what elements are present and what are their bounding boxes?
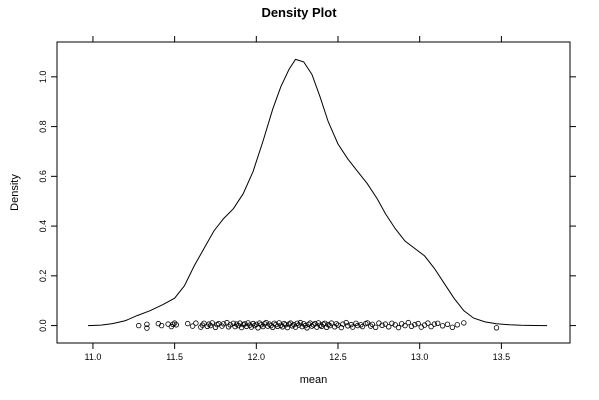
rug-point [199, 322, 206, 328]
x-tick-label: 11.0 [85, 352, 102, 362]
rug-point [238, 324, 245, 331]
rug-point [402, 322, 408, 329]
rug-point [454, 322, 460, 328]
x-tick-label: 13.5 [493, 352, 511, 362]
y-tick-label: 0.4 [38, 220, 48, 233]
rug-point [389, 320, 395, 326]
rug-point [415, 320, 421, 327]
rug-point [449, 324, 456, 330]
rug-point [184, 320, 191, 327]
rug-point [386, 324, 392, 330]
rug-point [258, 322, 264, 328]
rug-point [493, 325, 500, 331]
rug-point [431, 321, 438, 327]
x-tick-label: 11.5 [166, 352, 183, 362]
rug-point [220, 321, 227, 327]
rug-point [189, 323, 196, 329]
y-tick-label: 0.8 [38, 120, 48, 133]
rug-point [412, 321, 418, 328]
rug-point [289, 323, 295, 329]
rug-point [255, 325, 261, 331]
rug-point [364, 320, 371, 326]
rug-point [358, 322, 364, 328]
x-axis-label: mean [300, 374, 328, 386]
rug-points [135, 319, 500, 331]
rug-point [171, 320, 178, 326]
y-axis-label: Density [9, 174, 21, 211]
chart-title: Density Plot [261, 5, 337, 20]
rug-point [144, 321, 150, 327]
rug-point [345, 323, 351, 329]
rug-point [135, 322, 142, 329]
rug-point [173, 322, 179, 328]
rug-point [284, 324, 291, 331]
rug-point [444, 321, 451, 327]
rug-point [333, 321, 340, 327]
rug-point [323, 324, 330, 330]
rug-point [359, 323, 366, 330]
y-tick-label: 0.6 [38, 170, 48, 183]
rug-point [425, 320, 431, 326]
rug-point [461, 320, 467, 326]
x-tick-label: 13.0 [411, 352, 429, 362]
rug-point [209, 320, 215, 326]
y-tick-label: 0.2 [38, 270, 48, 283]
rug-point [439, 323, 446, 329]
rug-point [408, 323, 415, 329]
rug-point [405, 319, 411, 326]
rug-point [227, 322, 233, 328]
rug-point [368, 323, 374, 329]
plot-frame [56, 41, 571, 344]
rug-point [201, 320, 207, 326]
rug-point [206, 321, 212, 327]
rug-point [354, 322, 361, 329]
rug-point [283, 322, 289, 328]
rug-point [304, 325, 310, 331]
x-tick-label: 12.0 [248, 352, 266, 362]
rug-point [158, 322, 165, 329]
rug-point [382, 321, 389, 327]
rug-point [379, 322, 385, 328]
rug-point [170, 321, 176, 327]
rug-point [376, 320, 382, 326]
rug-point [350, 324, 356, 330]
rug-point [144, 325, 150, 331]
rug-point [287, 320, 294, 326]
density-curve [87, 58, 548, 327]
rug-point [233, 321, 240, 327]
rug-point [207, 322, 214, 329]
x-tick-label: 12.5 [329, 352, 347, 362]
rug-point [193, 320, 199, 326]
rug-point [338, 324, 344, 331]
rug-point [392, 322, 398, 328]
rug-point [332, 324, 338, 330]
rug-point [299, 323, 305, 330]
axis-ticks: 11.0 11.5 12.0 12.5 13.0 13.5 0.0 0.2 0.4 0.6 0.8 1… [38, 36, 576, 362]
rug-point [230, 320, 237, 326]
y-tick-label: 0.0 [38, 319, 48, 332]
rug-point [212, 324, 219, 330]
rug-point [294, 320, 300, 326]
rug-point [369, 321, 375, 327]
rug-point [372, 324, 379, 330]
rug-point [266, 321, 273, 327]
rug-point [243, 323, 250, 329]
rug-point [343, 319, 349, 326]
rug-point [395, 324, 402, 331]
rug-point [435, 320, 441, 326]
rug-point [340, 321, 346, 327]
y-tick-label: 1.0 [38, 71, 48, 84]
